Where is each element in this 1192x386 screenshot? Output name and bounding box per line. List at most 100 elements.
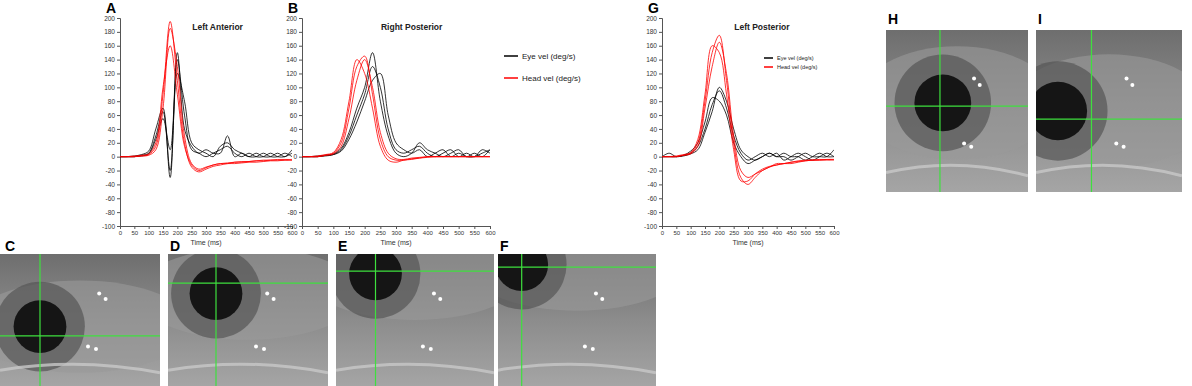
x-tick-mark <box>349 226 350 229</box>
legend-swatch <box>504 55 518 57</box>
x-tick: 450 <box>786 226 797 236</box>
legend-label: Eye vel (deg/s) <box>777 55 814 61</box>
eye-photo: E <box>304 228 525 386</box>
y-tick: 40 <box>108 126 120 133</box>
y-tick-mark <box>659 184 662 185</box>
y-axis-line <box>659 19 663 227</box>
x-tick-label: 600 <box>287 230 298 236</box>
x-tick: 400 <box>423 226 434 236</box>
y-tick-mark <box>117 73 120 74</box>
panel-label: H <box>888 11 898 27</box>
y-tick-mark <box>117 32 120 33</box>
legend-swatch <box>764 57 773 59</box>
x-tick-label: 600 <box>485 230 496 236</box>
glint <box>429 347 433 351</box>
x-tick-mark <box>396 226 397 229</box>
y-tick: 180 <box>286 28 302 35</box>
y-tick: -40 <box>106 181 120 188</box>
sclera <box>0 280 160 372</box>
y-tick: -100 <box>102 223 120 230</box>
x-tick-label: 450 <box>438 230 449 236</box>
x-tick-mark <box>302 226 303 229</box>
x-tick-label: 0 <box>119 230 123 236</box>
x-tick-mark <box>791 226 792 229</box>
x-tick-mark <box>459 226 460 229</box>
y-tick-label: 100 <box>646 84 657 91</box>
y-tick: 140 <box>286 56 302 63</box>
x-tick-mark <box>412 226 413 229</box>
x-axis: 050100150200250300350400450500550600 <box>301 226 496 236</box>
trace <box>302 56 490 160</box>
y-tick: 100 <box>286 84 302 91</box>
y-tick-mark <box>117 101 120 102</box>
y-tick-mark <box>299 73 302 74</box>
glint <box>265 292 269 296</box>
y-tick: 20 <box>290 139 302 146</box>
crosshair-vertical <box>939 30 940 192</box>
y-tick-mark <box>117 212 120 213</box>
glint <box>94 347 98 351</box>
sclera <box>336 254 494 320</box>
x-tick-label: 400 <box>772 230 783 236</box>
glint <box>1130 83 1134 87</box>
trace <box>302 53 490 157</box>
x-tick-label: 200 <box>360 230 371 236</box>
x-tick-label: 500 <box>259 230 270 236</box>
legend-label: Head vel (deg/s) <box>777 64 818 70</box>
x-tick: 100 <box>686 226 697 236</box>
x-tick: 350 <box>407 226 418 236</box>
panel-label: F <box>500 238 509 254</box>
y-tick: -80 <box>648 209 662 216</box>
trace <box>120 46 292 171</box>
y-tick: 0 <box>111 153 120 160</box>
panel-label: E <box>338 238 347 254</box>
x-tick-label: 400 <box>423 230 434 236</box>
y-tick-mark <box>299 143 302 144</box>
x-tick: 350 <box>216 226 227 236</box>
x-tick-mark <box>676 226 677 229</box>
glint <box>594 292 598 296</box>
glint <box>104 297 108 301</box>
y-tick-mark <box>659 115 662 116</box>
trace <box>662 42 834 177</box>
x-tick-label: 300 <box>391 230 402 236</box>
y-tick-mark <box>659 157 662 158</box>
trace <box>662 46 834 182</box>
y-tick: 160 <box>286 42 302 49</box>
y-tick-mark <box>659 198 662 199</box>
x-axis-title: Time (ms) <box>380 239 411 247</box>
x-tick-label: 150 <box>344 230 355 236</box>
y-axis: -100-80-60-40-20020406080100120140160180… <box>284 15 303 230</box>
x-tick-label: 400 <box>230 230 241 236</box>
x-tick-label: 550 <box>470 230 481 236</box>
x-tick-label: 350 <box>758 230 769 236</box>
x-tick-mark <box>820 226 821 229</box>
x-tick: 50 <box>673 226 680 236</box>
y-tick-label: 0 <box>653 153 657 160</box>
y-tick: -60 <box>288 195 302 202</box>
eyelid <box>1036 165 1182 176</box>
eye-photo: F <box>466 218 687 386</box>
y-tick-mark <box>659 143 662 144</box>
plot-lines <box>302 53 490 163</box>
y-tick: -100 <box>644 223 662 230</box>
x-tick-mark <box>263 226 264 229</box>
x-tick-label: 0 <box>301 230 305 236</box>
y-tick: 120 <box>104 70 120 77</box>
y-tick: -20 <box>288 167 302 174</box>
x-tick: 250 <box>376 226 387 236</box>
eye-photo: D <box>136 238 360 386</box>
pupil <box>914 75 971 132</box>
sclera <box>168 254 328 340</box>
glint <box>972 77 976 81</box>
y-tick: 140 <box>104 56 120 63</box>
y-tick-mark <box>299 184 302 185</box>
x-tick-label: 200 <box>173 230 184 236</box>
x-tick-label: 250 <box>376 230 387 236</box>
x-axis: 050100150200250300350400450500550600 <box>119 226 298 236</box>
trace <box>662 35 834 184</box>
sclera <box>886 46 1028 159</box>
sclera <box>1036 54 1182 167</box>
y-tick-label: 80 <box>650 98 658 105</box>
y-tick: -100 <box>284 223 302 230</box>
